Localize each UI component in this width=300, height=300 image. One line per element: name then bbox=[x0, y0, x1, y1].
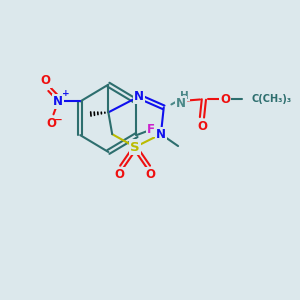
Text: O: O bbox=[115, 168, 125, 181]
Text: F: F bbox=[147, 123, 155, 136]
Text: S: S bbox=[130, 140, 140, 154]
Text: N: N bbox=[53, 95, 63, 108]
Text: −: − bbox=[54, 115, 63, 125]
Text: N: N bbox=[176, 97, 186, 110]
Text: O: O bbox=[41, 74, 51, 87]
Text: N: N bbox=[134, 90, 144, 103]
Text: O: O bbox=[46, 117, 57, 130]
Text: C(CH₃)₃: C(CH₃)₃ bbox=[252, 94, 292, 104]
Text: O: O bbox=[197, 120, 207, 133]
Text: H: H bbox=[180, 91, 189, 100]
Text: O: O bbox=[220, 93, 230, 106]
Text: N: N bbox=[156, 128, 166, 141]
Text: O: O bbox=[146, 168, 155, 181]
Text: +: + bbox=[62, 89, 70, 98]
